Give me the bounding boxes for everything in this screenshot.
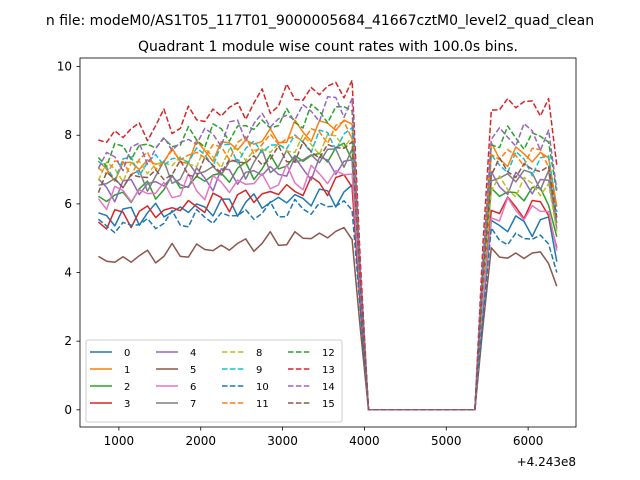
x-tick-label-6000: 6000 bbox=[513, 434, 544, 448]
chart-title: Quadrant 1 module wise count rates with … bbox=[138, 39, 518, 55]
y-tick-label-2: 2 bbox=[64, 334, 72, 348]
series-line-8 bbox=[97, 133, 558, 411]
legend-label-7: 7 bbox=[190, 399, 196, 410]
y-tick-label-4: 4 bbox=[64, 266, 72, 280]
figure-suptitle: n file: modeM0/AS1T05_117T01_9000005684_… bbox=[46, 13, 594, 29]
legend-label-13: 13 bbox=[322, 365, 335, 376]
y-tick-label-6: 6 bbox=[64, 197, 72, 211]
legend-label-3: 3 bbox=[124, 399, 130, 410]
legend-label-1: 1 bbox=[124, 365, 130, 376]
x-tick-label-5000: 5000 bbox=[431, 434, 462, 448]
x-tick-label-2000: 2000 bbox=[185, 434, 216, 448]
x-tick-label-1000: 1000 bbox=[104, 434, 135, 448]
y-tick-label-10: 10 bbox=[57, 60, 72, 74]
series-line-15 bbox=[97, 141, 558, 411]
legend-label-0: 0 bbox=[124, 348, 130, 359]
legend-label-6: 6 bbox=[190, 382, 196, 393]
y-tick-label-0: 0 bbox=[64, 403, 72, 417]
legend-label-11: 11 bbox=[256, 399, 269, 410]
legend-label-5: 5 bbox=[190, 365, 196, 376]
legend-label-10: 10 bbox=[256, 382, 269, 393]
x-tick-label-3000: 3000 bbox=[267, 434, 298, 448]
y-tick-label-8: 8 bbox=[64, 128, 72, 142]
legend-label-4: 4 bbox=[190, 348, 196, 359]
axes-frame bbox=[79, 57, 577, 428]
x-offset-label: +4.243e8 bbox=[517, 455, 576, 469]
legend-label-12: 12 bbox=[322, 348, 335, 359]
legend-label-15: 15 bbox=[322, 399, 335, 410]
series-line-5 bbox=[98, 226, 558, 411]
plot-area: 1000 2000 3000 4000 5000 60000246810012345678… bbox=[57, 57, 577, 448]
legend-box bbox=[85, 339, 343, 423]
legend-label-14: 14 bbox=[322, 382, 335, 393]
x-tick-label-4000: 4000 bbox=[349, 434, 380, 448]
series-line-14 bbox=[97, 96, 558, 411]
series-line-13 bbox=[98, 79, 558, 411]
legend-label-9: 9 bbox=[256, 365, 262, 376]
legend-label-8: 8 bbox=[256, 348, 262, 359]
legend-label-2: 2 bbox=[124, 382, 130, 393]
series-line-10 bbox=[97, 198, 558, 411]
